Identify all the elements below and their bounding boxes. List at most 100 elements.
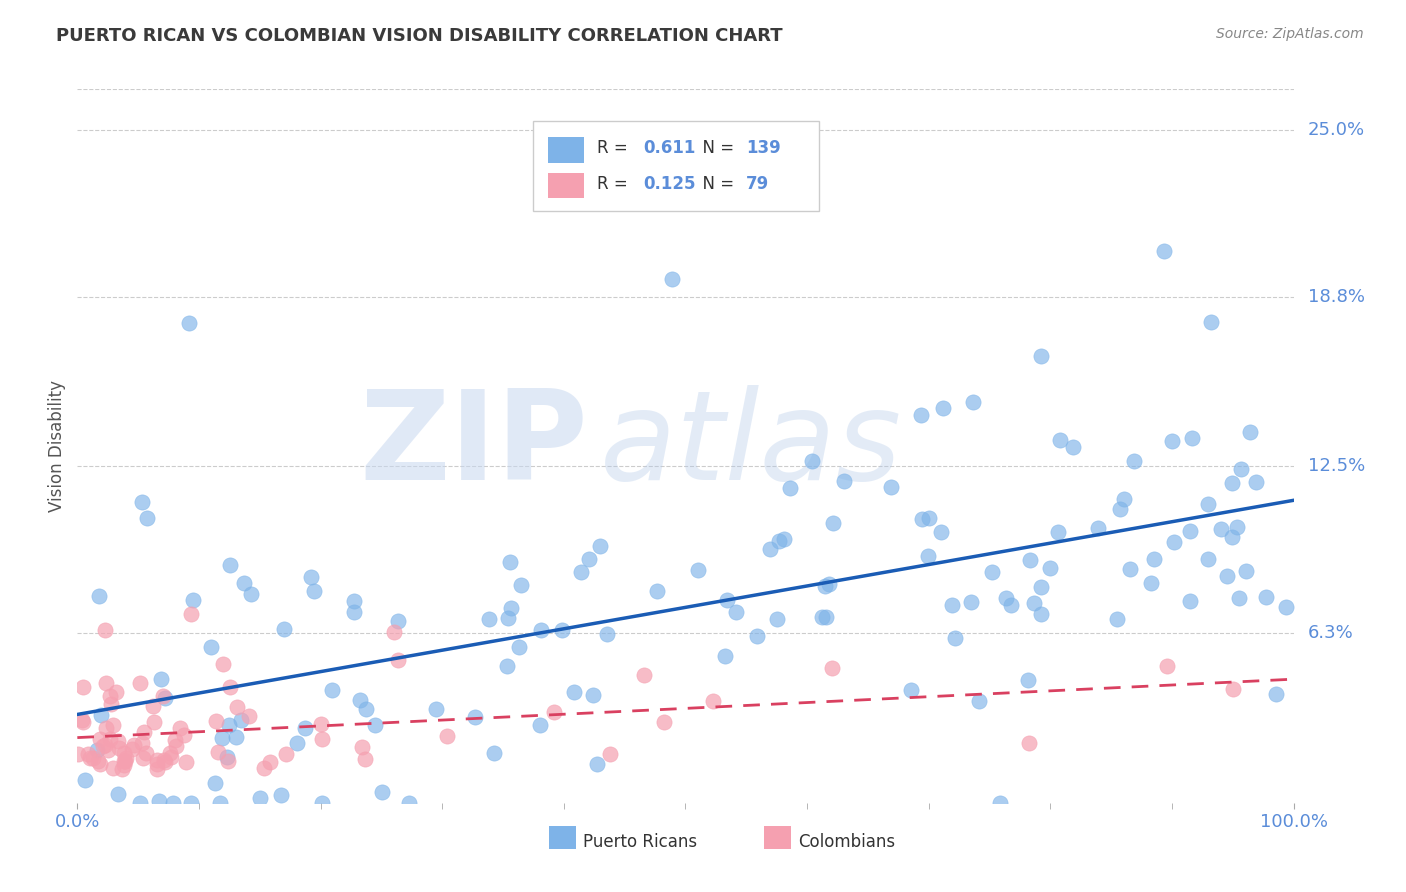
Point (86, 742, 108, 756)
Point (353, 752, 375, 766)
Point (111, 762, 134, 776)
Point (121, 742, 143, 756)
Point (153, 755, 176, 769)
Point (1156, 658, 1178, 673)
Point (152, 690, 174, 704)
Point (702, 694, 724, 708)
Point (101, 761, 124, 775)
Point (150, 672, 173, 686)
Point (1160, 434, 1182, 448)
Point (918, 511, 941, 525)
Point (90, 707, 112, 722)
Text: 6.3%: 6.3% (1308, 624, 1354, 642)
Point (128, 675, 150, 690)
Text: Source: ZipAtlas.com: Source: ZipAtlas.com (1216, 27, 1364, 41)
Point (107, 734, 129, 748)
Point (349, 693, 371, 707)
Point (273, 622, 295, 636)
Point (249, 790, 271, 805)
Point (225, 699, 247, 714)
Point (464, 710, 486, 724)
Point (960, 594, 983, 608)
Point (818, 577, 841, 591)
Point (814, 579, 837, 593)
Point (1038, 560, 1060, 574)
Point (311, 731, 333, 746)
Point (285, 736, 308, 750)
Point (910, 408, 932, 422)
Point (714, 648, 737, 663)
Point (1181, 431, 1204, 445)
Text: R =: R = (596, 139, 633, 157)
Point (758, 542, 780, 557)
Point (929, 524, 952, 539)
Point (240, 587, 263, 601)
Point (1018, 553, 1040, 567)
FancyBboxPatch shape (548, 137, 585, 162)
Text: ZIP: ZIP (360, 385, 588, 507)
Point (253, 761, 276, 775)
Point (917, 549, 939, 563)
Point (398, 796, 420, 810)
Point (217, 754, 239, 768)
Point (229, 713, 252, 727)
Point (1178, 524, 1201, 539)
Point (94, 738, 117, 752)
Point (569, 566, 592, 580)
Point (82, 750, 104, 764)
Point (73, 773, 96, 788)
Point (1197, 497, 1219, 511)
Point (633, 668, 655, 682)
Point (87, 754, 110, 768)
Point (1239, 425, 1261, 440)
Text: N =: N = (692, 139, 740, 157)
Point (1227, 591, 1250, 605)
Point (724, 605, 747, 619)
Point (124, 738, 146, 752)
Point (350, 740, 373, 755)
Point (773, 532, 796, 546)
Point (900, 683, 922, 698)
Point (530, 623, 553, 637)
Point (1107, 612, 1129, 626)
Point (1112, 491, 1135, 506)
Point (165, 739, 187, 754)
Point (482, 746, 505, 760)
Point (962, 395, 984, 409)
Point (995, 591, 1018, 605)
Text: 0.125: 0.125 (643, 175, 696, 193)
Point (980, 565, 1002, 579)
Point (101, 718, 124, 732)
Text: Colombians: Colombians (799, 833, 896, 851)
Point (1017, 673, 1039, 687)
Text: 25.0%: 25.0% (1308, 120, 1365, 138)
Point (716, 593, 738, 607)
Point (1178, 594, 1201, 608)
Point (135, 746, 157, 760)
Point (143, 714, 166, 729)
Point (1029, 580, 1052, 594)
Point (562, 684, 585, 698)
Point (321, 683, 343, 698)
FancyBboxPatch shape (548, 173, 585, 198)
Point (72, 715, 94, 730)
Point (100, 697, 122, 711)
Point (1264, 687, 1286, 701)
Point (661, 272, 683, 286)
Point (354, 701, 377, 715)
Point (218, 558, 240, 572)
FancyBboxPatch shape (765, 826, 792, 849)
Point (1119, 562, 1142, 576)
Point (114, 754, 136, 768)
Point (97, 743, 120, 757)
Point (599, 747, 621, 762)
Point (93, 739, 115, 753)
Point (529, 718, 551, 732)
Point (425, 702, 447, 716)
Point (174, 755, 197, 769)
Point (810, 610, 832, 624)
Point (832, 475, 855, 489)
Point (233, 576, 256, 591)
Point (136, 511, 159, 525)
Point (765, 612, 787, 626)
